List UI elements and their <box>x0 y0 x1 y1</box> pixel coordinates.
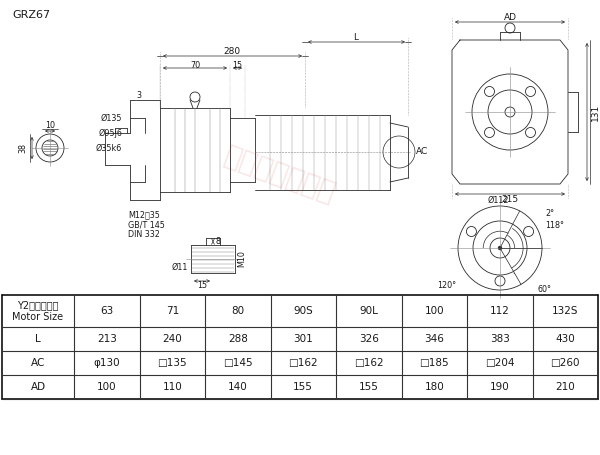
Text: 326: 326 <box>359 334 379 344</box>
Text: 112: 112 <box>490 306 509 316</box>
Text: 15: 15 <box>197 282 207 290</box>
Text: Ø135: Ø135 <box>101 113 122 122</box>
Text: 288: 288 <box>228 334 248 344</box>
Text: Ø112: Ø112 <box>488 196 509 204</box>
Text: Ø35k6: Ø35k6 <box>96 143 122 152</box>
Text: □162: □162 <box>354 358 383 368</box>
Text: 120°: 120° <box>437 282 456 290</box>
Text: AC: AC <box>416 147 428 157</box>
Text: 301: 301 <box>293 334 313 344</box>
Text: 383: 383 <box>490 334 509 344</box>
Text: 240: 240 <box>163 334 182 344</box>
Text: L: L <box>353 34 359 42</box>
Text: AC: AC <box>31 358 45 368</box>
Text: 118°: 118° <box>545 222 564 231</box>
Text: 213: 213 <box>97 334 116 344</box>
Text: 南京瓦鸿特传动: 南京瓦鸿特传动 <box>221 142 340 208</box>
Text: □204: □204 <box>485 358 515 368</box>
Text: 155: 155 <box>293 382 313 392</box>
Text: 38: 38 <box>19 143 28 153</box>
Text: 90S: 90S <box>293 306 313 316</box>
Text: 70: 70 <box>190 61 200 70</box>
Text: Ø11: Ø11 <box>172 263 188 272</box>
Text: 15: 15 <box>232 61 242 70</box>
Text: 180: 180 <box>424 382 444 392</box>
Text: 430: 430 <box>556 334 575 344</box>
Text: □145: □145 <box>223 358 253 368</box>
Text: 215: 215 <box>502 196 518 204</box>
Text: GRZ67: GRZ67 <box>12 10 50 20</box>
Text: 210: 210 <box>556 382 575 392</box>
Text: 71: 71 <box>166 306 179 316</box>
Text: Ø95j6: Ø95j6 <box>98 128 122 137</box>
Text: □162: □162 <box>289 358 318 368</box>
Text: 3: 3 <box>136 91 141 100</box>
Text: Y2电机机座号: Y2电机机座号 <box>17 300 59 310</box>
Text: M10: M10 <box>237 251 246 268</box>
Text: 63: 63 <box>100 306 113 316</box>
Text: AD: AD <box>31 382 46 392</box>
Text: Motor Size: Motor Size <box>13 312 64 322</box>
Text: □135: □135 <box>157 358 187 368</box>
Text: 100: 100 <box>424 306 444 316</box>
Text: 190: 190 <box>490 382 509 392</box>
Text: M12淲35: M12淲35 <box>128 210 160 219</box>
Text: DIN 332: DIN 332 <box>128 230 160 239</box>
Circle shape <box>498 246 502 250</box>
Text: 8: 8 <box>216 238 221 247</box>
Text: 90L: 90L <box>359 306 378 316</box>
Text: □185: □185 <box>419 358 449 368</box>
Text: 10: 10 <box>45 121 55 131</box>
Text: □260: □260 <box>551 358 580 368</box>
Text: 140: 140 <box>228 382 248 392</box>
Text: φ130: φ130 <box>94 358 120 368</box>
Text: L: L <box>35 334 41 344</box>
Text: 131: 131 <box>590 103 599 121</box>
Text: 60°: 60° <box>537 285 551 294</box>
Text: 100: 100 <box>97 382 116 392</box>
Text: 280: 280 <box>223 47 241 56</box>
Text: 346: 346 <box>424 334 444 344</box>
Text: 155: 155 <box>359 382 379 392</box>
Text: GB/T 145: GB/T 145 <box>128 220 165 229</box>
Text: 80: 80 <box>231 306 244 316</box>
Text: AD: AD <box>503 14 517 22</box>
Text: 132S: 132S <box>552 306 578 316</box>
Text: 2°: 2° <box>545 209 554 218</box>
Text: 110: 110 <box>163 382 182 392</box>
